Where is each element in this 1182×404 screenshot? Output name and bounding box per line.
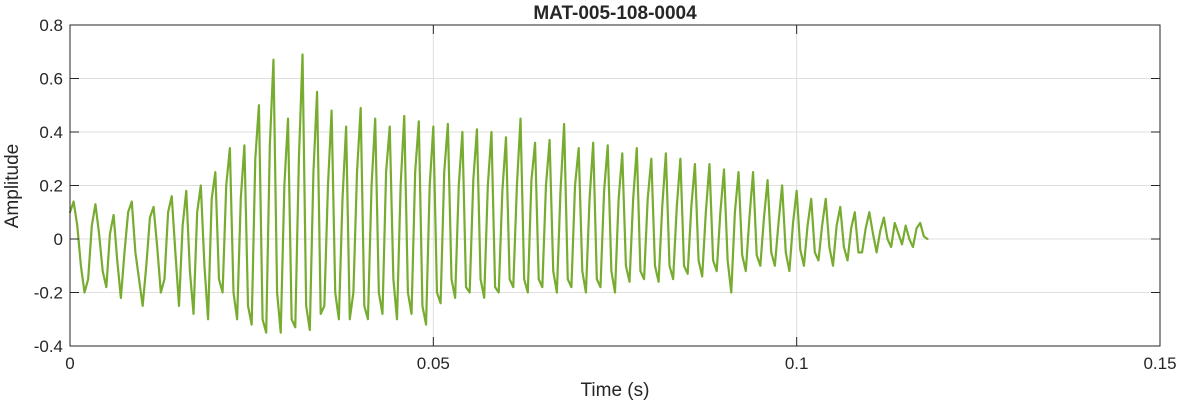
series-layer (68, 53, 929, 334)
y-tick-label: 0.4 (39, 123, 63, 142)
x-tick-label: 0.05 (417, 354, 450, 373)
y-tick-label: 0 (54, 230, 63, 249)
y-tick-label: -0.4 (34, 337, 63, 356)
y-tick-label: 0.6 (39, 70, 63, 89)
x-tick-label: 0.15 (1143, 354, 1176, 373)
y-axis-title: Amplitude (2, 144, 23, 229)
series-line-0 (68, 53, 929, 334)
x-axis-title: Time (s) (581, 380, 650, 401)
x-tick-label: 0.1 (785, 354, 809, 373)
y-tick-label: -0.2 (34, 284, 63, 303)
y-tick-label: 0.8 (39, 16, 63, 35)
x-tick-label: 0 (65, 354, 74, 373)
y-tick-label: 0.2 (39, 177, 63, 196)
chart-title: MAT-005-108-0004 (533, 3, 697, 24)
tick-layer: 0 0.05 0.1 0.15 -0.4 -0.2 0 0.2 0.4 0.6 0.8 (34, 16, 1177, 373)
